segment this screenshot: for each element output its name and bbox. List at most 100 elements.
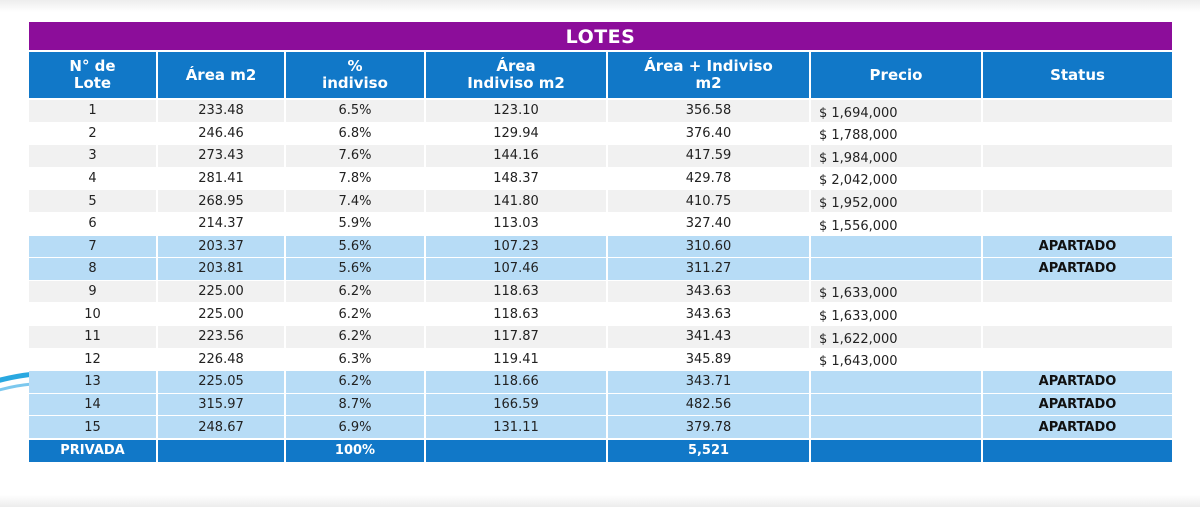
cell-precio <box>811 416 983 439</box>
cell-area-indiviso: 119.41 <box>426 348 608 372</box>
cell-precio <box>811 235 983 259</box>
footer-status <box>983 438 1172 463</box>
cell-lote: 1 <box>29 100 158 123</box>
cell-area-indiviso: 118.66 <box>426 371 608 394</box>
table-row: 14 315.97 8.7% 166.59 482.56 APARTADO <box>29 393 1172 417</box>
cell-precio: $ 1,556,000 <box>811 212 983 236</box>
table-body: 1 233.48 6.5% 123.10 356.58 $ 1,694,000 2 246.4… <box>29 100 1172 439</box>
cell-area-total: 310.60 <box>608 235 811 259</box>
cell-area: 214.37 <box>158 212 286 236</box>
cell-lote: 5 <box>29 190 158 213</box>
cell-status: APARTADO <box>983 235 1172 259</box>
cell-status <box>983 348 1172 372</box>
cell-area-indiviso: 141.80 <box>426 190 608 213</box>
col-header-lote: N° de Lote <box>29 52 158 100</box>
table-row: 9 225.00 6.2% 118.63 343.63 $ 1,633,000 <box>29 280 1172 304</box>
footer-area-indiviso <box>426 438 608 463</box>
cell-area-indiviso: 107.23 <box>426 235 608 259</box>
cell-status: APARTADO <box>983 371 1172 394</box>
cell-area-total: 311.27 <box>608 258 811 281</box>
cell-status <box>983 145 1172 168</box>
cell-area-total: 343.63 <box>608 303 811 326</box>
col-header-precio: Precio <box>811 52 983 100</box>
cell-precio: $ 1,622,000 <box>811 325 983 349</box>
cell-status <box>983 100 1172 123</box>
lotes-table-container: LOTES N° de Lote Área m2 % indiviso Área In… <box>29 22 1172 463</box>
cell-indiviso-pct: 6.3% <box>286 348 426 372</box>
cell-area: 315.97 <box>158 393 286 417</box>
cell-area-indiviso: 117.87 <box>426 325 608 349</box>
cell-area-indiviso: 131.11 <box>426 416 608 439</box>
cell-indiviso-pct: 6.8% <box>286 122 426 146</box>
cell-status <box>983 190 1172 213</box>
table-row: 4 281.41 7.8% 148.37 429.78 $ 2,042,000 <box>29 167 1172 191</box>
cell-lote: 3 <box>29 145 158 168</box>
cell-precio: $ 1,633,000 <box>811 280 983 304</box>
cell-indiviso-pct: 6.2% <box>286 280 426 304</box>
cell-precio <box>811 258 983 281</box>
cell-lote: 11 <box>29 325 158 349</box>
cell-area-indiviso: 129.94 <box>426 122 608 146</box>
cell-indiviso-pct: 7.8% <box>286 167 426 191</box>
cell-lote: 8 <box>29 258 158 281</box>
cell-status <box>983 303 1172 326</box>
table-row: 3 273.43 7.6% 144.16 417.59 $ 1,984,000 <box>29 145 1172 168</box>
footer-row: PRIVADA 100% 5,521 <box>29 438 1172 463</box>
cell-area: 248.67 <box>158 416 286 439</box>
col-header-status: Status <box>983 52 1172 100</box>
cell-lote: 12 <box>29 348 158 372</box>
cell-status <box>983 212 1172 236</box>
table-title: LOTES <box>29 22 1172 52</box>
table-row: 5 268.95 7.4% 141.80 410.75 $ 1,952,000 <box>29 190 1172 213</box>
cell-area-indiviso: 148.37 <box>426 167 608 191</box>
table-row: 2 246.46 6.8% 129.94 376.40 $ 1,788,000 <box>29 122 1172 146</box>
cell-indiviso-pct: 6.9% <box>286 416 426 439</box>
table-row: 1 233.48 6.5% 123.10 356.58 $ 1,694,000 <box>29 100 1172 123</box>
cell-lote: 2 <box>29 122 158 146</box>
cell-status: APARTADO <box>983 416 1172 439</box>
footer-label: PRIVADA <box>29 438 158 463</box>
cell-indiviso-pct: 6.2% <box>286 303 426 326</box>
cell-area: 225.00 <box>158 280 286 304</box>
cell-area-total: 417.59 <box>608 145 811 168</box>
cell-status <box>983 122 1172 146</box>
cell-area: 226.48 <box>158 348 286 372</box>
cell-precio: $ 1,788,000 <box>811 122 983 146</box>
cell-area-total: 410.75 <box>608 190 811 213</box>
cell-area-total: 356.58 <box>608 100 811 123</box>
cell-indiviso-pct: 7.4% <box>286 190 426 213</box>
col-header-area-total: Área + Indiviso m2 <box>608 52 811 100</box>
lotes-table: N° de Lote Área m2 % indiviso Área Indiviso… <box>29 52 1172 463</box>
cell-precio: $ 1,643,000 <box>811 348 983 372</box>
cell-indiviso-pct: 5.6% <box>286 235 426 259</box>
cell-area: 268.95 <box>158 190 286 213</box>
cell-area-indiviso: 113.03 <box>426 212 608 236</box>
table-row: 11 223.56 6.2% 117.87 341.43 $ 1,622,000 <box>29 325 1172 349</box>
footer-area <box>158 438 286 463</box>
cell-area-indiviso: 107.46 <box>426 258 608 281</box>
cell-area-indiviso: 144.16 <box>426 145 608 168</box>
col-header-area: Área m2 <box>158 52 286 100</box>
table-row: 6 214.37 5.9% 113.03 327.40 $ 1,556,000 <box>29 212 1172 236</box>
cell-area: 203.81 <box>158 258 286 281</box>
cell-indiviso-pct: 6.2% <box>286 325 426 349</box>
cell-status <box>983 325 1172 349</box>
cell-precio <box>811 371 983 394</box>
cell-status: APARTADO <box>983 258 1172 281</box>
cell-status <box>983 280 1172 304</box>
cell-lote: 6 <box>29 212 158 236</box>
table-row: 10 225.00 6.2% 118.63 343.63 $ 1,633,000 <box>29 303 1172 326</box>
cell-lote: 7 <box>29 235 158 259</box>
cell-lote: 14 <box>29 393 158 417</box>
footer-area-total: 5,521 <box>608 438 811 463</box>
cell-precio <box>811 393 983 417</box>
cell-area-indiviso: 118.63 <box>426 280 608 304</box>
table-row: 13 225.05 6.2% 118.66 343.71 APARTADO <box>29 371 1172 394</box>
cell-area-total: 379.78 <box>608 416 811 439</box>
cell-precio: $ 1,952,000 <box>811 190 983 213</box>
cell-area-indiviso: 118.63 <box>426 303 608 326</box>
cell-precio: $ 1,694,000 <box>811 100 983 123</box>
footer-precio <box>811 438 983 463</box>
footer-indiviso-pct: 100% <box>286 438 426 463</box>
cell-area-total: 482.56 <box>608 393 811 417</box>
